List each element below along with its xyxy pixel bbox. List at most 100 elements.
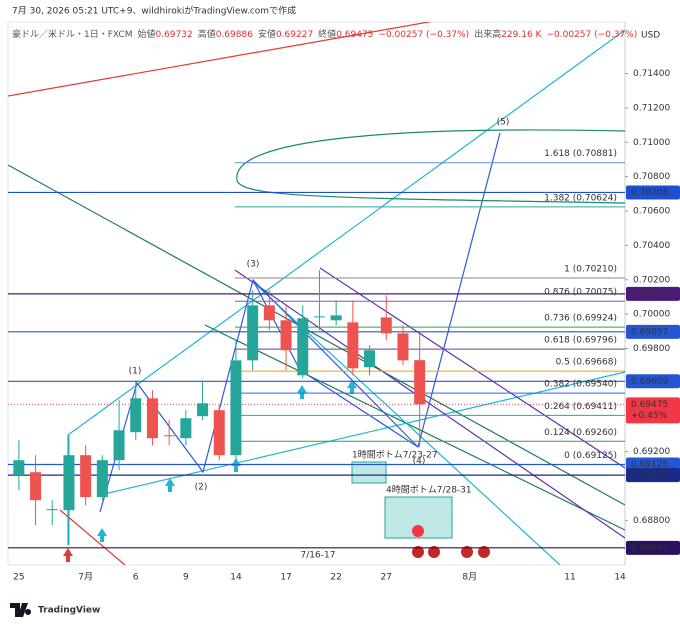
trend-line bbox=[67, 29, 625, 436]
candle-body bbox=[364, 350, 376, 368]
ohlc-value: 0.69886 bbox=[216, 30, 253, 40]
price-tag bbox=[626, 286, 680, 301]
ohlc-label: 始値 bbox=[137, 28, 155, 40]
fib-label: 0.5 (0.69668) bbox=[556, 358, 617, 368]
ohlc-value: 0.69732 bbox=[155, 30, 192, 40]
wave-label: (4) bbox=[413, 457, 426, 467]
zone-box bbox=[351, 461, 387, 484]
y-tick-label: 0.69800 bbox=[633, 344, 670, 354]
fib-label: 1.382 (0.70624) bbox=[544, 193, 617, 203]
volume-change: −0.00257 (−0.37%) bbox=[546, 30, 637, 40]
candle-body bbox=[230, 360, 242, 456]
candle-body bbox=[130, 398, 142, 433]
curve bbox=[236, 129, 625, 204]
price-tag bbox=[626, 468, 680, 483]
candle-body bbox=[280, 320, 292, 351]
price-tag-change: +0.45% bbox=[631, 411, 668, 421]
x-tick-label: 11 bbox=[564, 573, 575, 583]
fib-label: 0 (0.69125) bbox=[564, 451, 617, 461]
price-tag bbox=[626, 374, 680, 389]
change: −0.00257 (−0.37%) bbox=[378, 30, 469, 40]
price-tag bbox=[626, 185, 680, 200]
y-tick-label: 0.71400 bbox=[633, 69, 670, 79]
ohlc-value: 0.69475 bbox=[336, 30, 373, 40]
candle-body bbox=[397, 333, 409, 361]
event-icon bbox=[412, 525, 424, 537]
logo: TradingView bbox=[10, 603, 100, 617]
y-tick-label: 0.68800 bbox=[633, 516, 670, 526]
candle-body bbox=[80, 455, 92, 498]
x-tick-label: 14 bbox=[614, 573, 626, 583]
wave-label: (3) bbox=[247, 260, 260, 270]
wave-label: (2) bbox=[195, 483, 208, 493]
x-tick-label: 17 bbox=[280, 573, 291, 583]
zone-label: 4時間ボトム7/28-31 bbox=[386, 485, 472, 496]
symbol: 豪ドル／米ドル・1日・FXCM bbox=[12, 28, 132, 40]
x-tick-label: 9 bbox=[183, 573, 189, 583]
range-label: 7/16-17 bbox=[301, 551, 336, 561]
candle-body bbox=[13, 460, 25, 476]
candle-body bbox=[213, 410, 225, 456]
x-tick-label: 8月 bbox=[462, 572, 477, 583]
candle-body bbox=[197, 403, 209, 417]
legend-header: 豪ドル／米ドル・1日・FXCM 始値0.69732 高値0.69886 安値0.692… bbox=[12, 28, 637, 40]
y-tick-label: 0.71000 bbox=[633, 138, 670, 148]
price-tag-label: 0.69475 bbox=[631, 400, 668, 410]
candle-body bbox=[113, 430, 125, 461]
candle-body bbox=[297, 318, 309, 376]
event-icon bbox=[461, 546, 473, 558]
price-tag bbox=[626, 457, 680, 472]
event-icon bbox=[412, 546, 424, 558]
x-tick-label: 22 bbox=[330, 573, 341, 583]
arrow-marker bbox=[63, 548, 73, 562]
ohlc-value: 0.69227 bbox=[276, 30, 313, 40]
x-tick-label: 14 bbox=[230, 573, 242, 583]
caption: 7月 30, 2026 05:21 UTC+9、wildhirokiがTradi… bbox=[12, 5, 296, 17]
wave-label: (5) bbox=[497, 118, 510, 128]
price-tag-label: 0.69897 bbox=[631, 327, 668, 337]
fib-label: 1.618 (0.70881) bbox=[544, 149, 617, 159]
candle-body bbox=[96, 460, 108, 498]
event-icon bbox=[478, 546, 490, 558]
logo-icon bbox=[10, 603, 32, 617]
price-tag-label: 0.69125 bbox=[631, 460, 668, 470]
price-tag-label: 0.70118 bbox=[631, 289, 668, 299]
ohlc-label: 終値 bbox=[318, 28, 336, 40]
y-tick-label: 0.70400 bbox=[633, 241, 670, 251]
event-icon bbox=[428, 546, 440, 558]
candle-body bbox=[380, 317, 392, 334]
candle-body bbox=[30, 472, 42, 501]
price-tag-label: 0.69609 bbox=[631, 377, 668, 387]
x-tick-label: 6 bbox=[133, 573, 139, 583]
y-tick-label: 0.70800 bbox=[633, 172, 670, 182]
y-tick-label: 0.70600 bbox=[633, 207, 670, 217]
x-tick-label: 27 bbox=[381, 573, 392, 583]
trend-line bbox=[8, 164, 625, 506]
ohlc-label: 高値 bbox=[198, 28, 216, 40]
candle-body bbox=[347, 322, 359, 369]
price-tag-label: 0.69063 bbox=[631, 471, 668, 481]
price-tag bbox=[626, 397, 680, 424]
zone-label: 1時間ボトム7/23-27 bbox=[352, 450, 438, 461]
volume-label: 出来高 bbox=[474, 28, 501, 40]
candle-body bbox=[46, 509, 58, 511]
x-tick-label: 25 bbox=[13, 573, 24, 583]
candle-body bbox=[163, 435, 175, 437]
candle-body bbox=[330, 315, 342, 321]
trend-line bbox=[8, 22, 433, 97]
volume: 229.16 K bbox=[501, 30, 542, 40]
fib-label: 0.264 (0.69411) bbox=[544, 402, 617, 412]
y-tick-label: 0.71200 bbox=[633, 103, 670, 113]
fib-label: 1 (0.70210) bbox=[564, 265, 617, 275]
fib-label: 0.736 (0.69924) bbox=[544, 314, 617, 324]
candle-body bbox=[63, 455, 75, 511]
trend-line bbox=[59, 509, 126, 565]
trend-line bbox=[99, 371, 625, 496]
y-tick-label: 0.69200 bbox=[633, 447, 670, 457]
fib-label: 0.876 (0.70075) bbox=[544, 288, 617, 298]
trend-line bbox=[204, 324, 625, 531]
fib-label: 0.618 (0.69796) bbox=[544, 336, 617, 346]
candle-body bbox=[180, 418, 192, 439]
price-tag-label: 0.70708 bbox=[631, 188, 668, 198]
